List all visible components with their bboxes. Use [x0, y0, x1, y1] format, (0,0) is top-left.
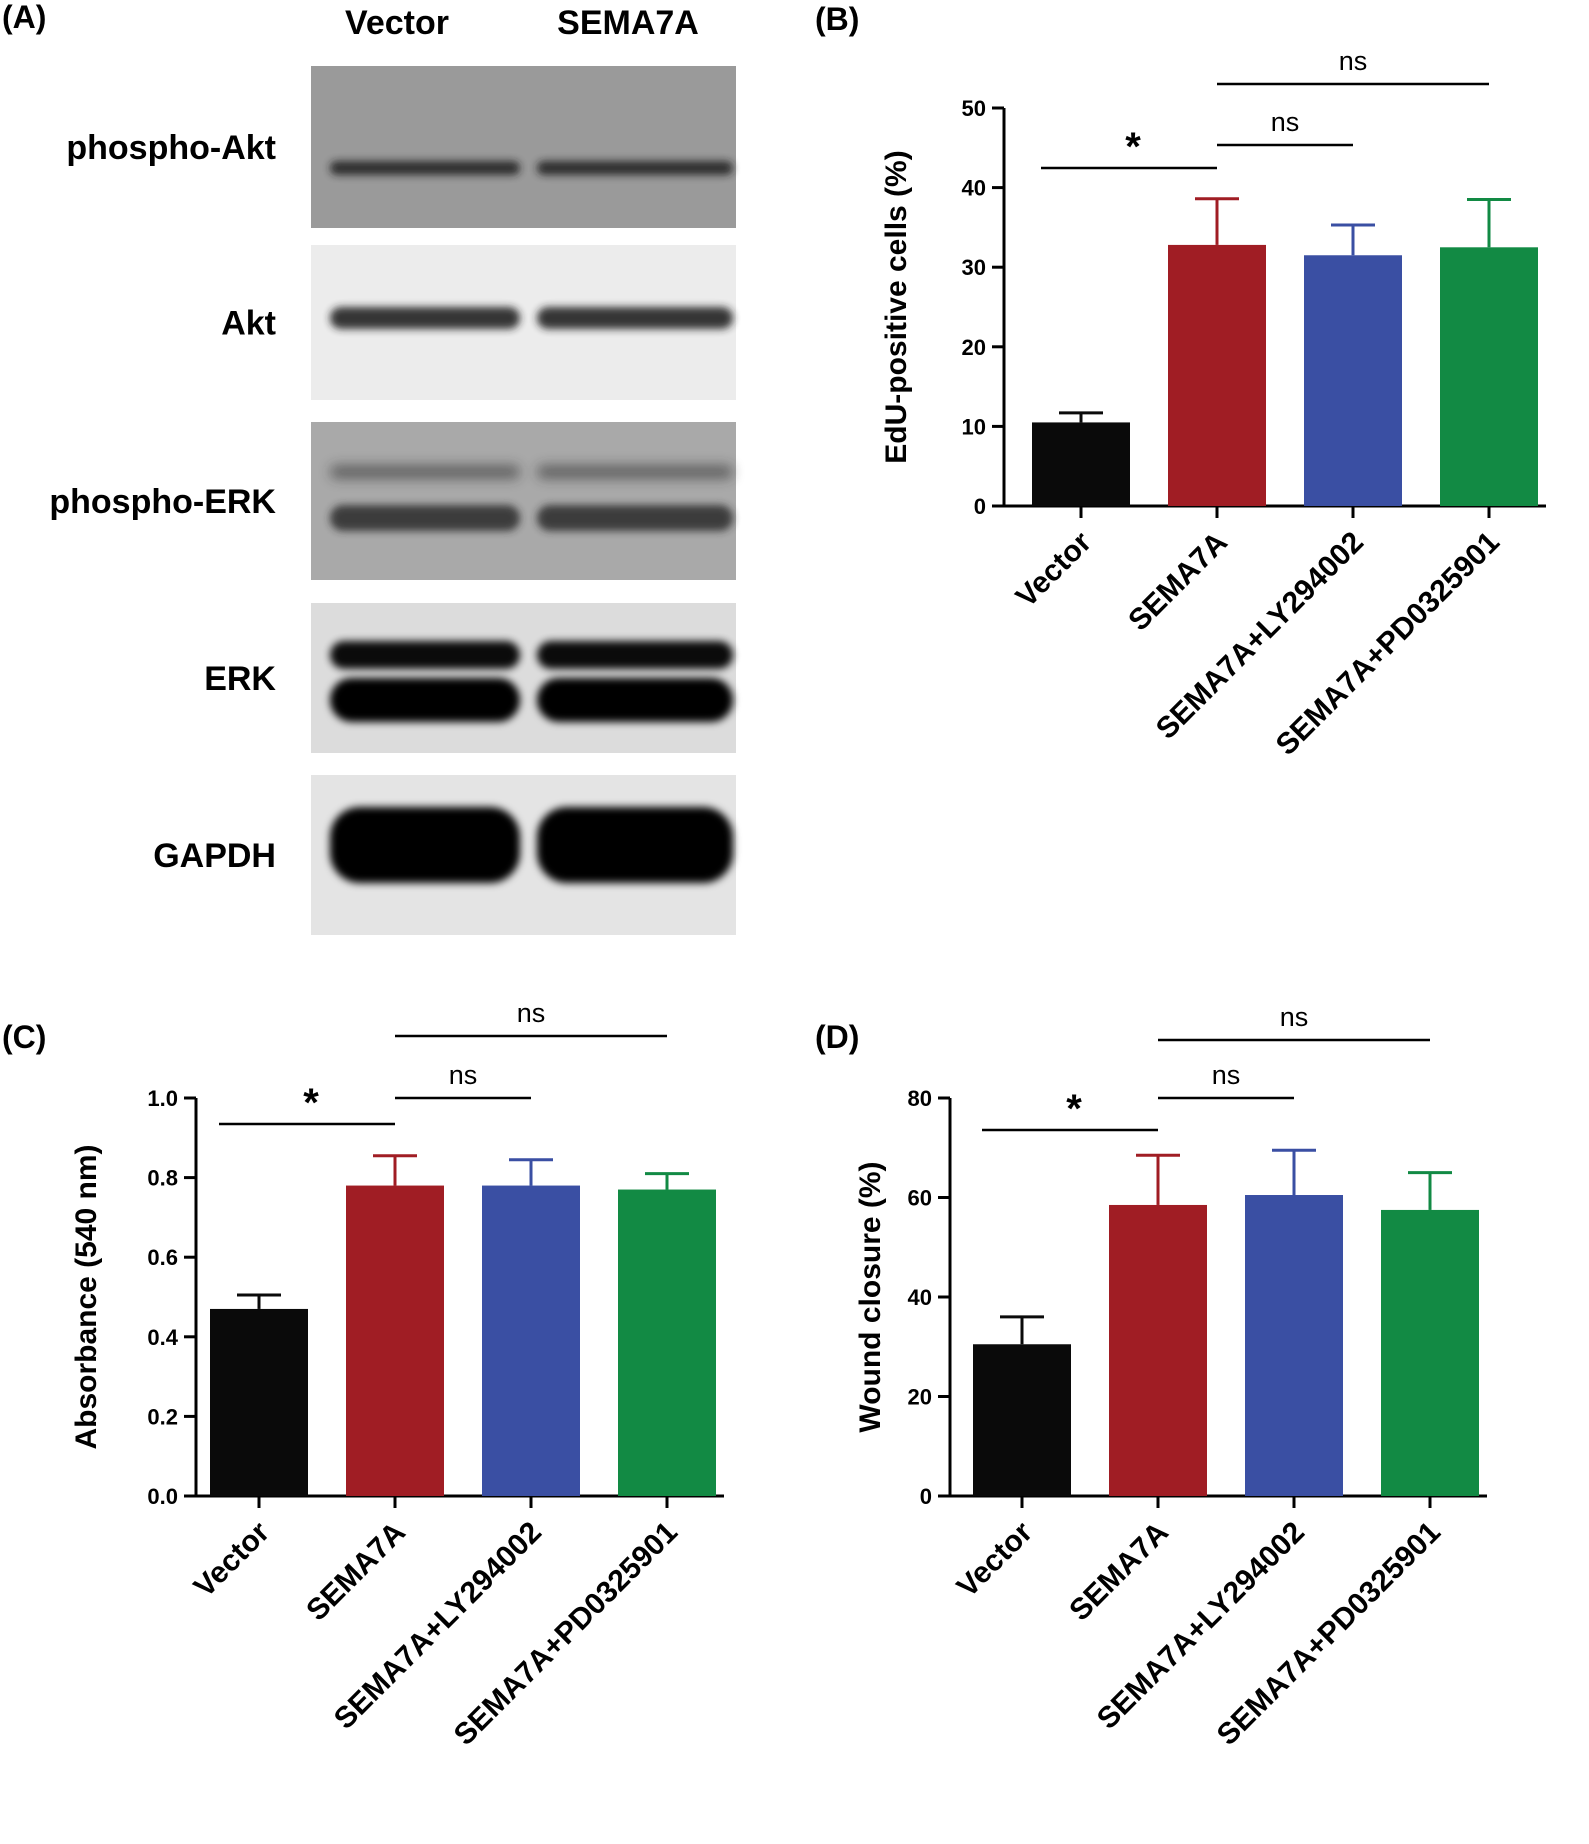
bar-ly294002 — [1245, 1195, 1343, 1496]
y-tick-label: 0.0 — [147, 1484, 178, 1509]
y-tick-label: 0.4 — [147, 1325, 178, 1350]
y-tick-label: 40 — [962, 176, 986, 201]
blot-band — [537, 641, 733, 669]
bar-sema7a — [1109, 1204, 1207, 1496]
blot-band — [330, 307, 520, 329]
significance-ns: ns — [1212, 1060, 1241, 1090]
bar-vector — [973, 1344, 1071, 1496]
y-tick-label: 40 — [908, 1285, 932, 1310]
blot-phospho-akt: phospho-Akt — [66, 66, 736, 228]
x-category-label: SEMA7A — [1063, 1516, 1175, 1628]
y-tick-label: 0 — [920, 1484, 932, 1509]
blot-strip-background — [311, 422, 736, 580]
bar-ly294002 — [482, 1185, 580, 1496]
significance-ns: ns — [1271, 107, 1300, 137]
panel-c-letter: (C) — [2, 1019, 46, 1055]
bar-pd0325901 — [1381, 1209, 1479, 1496]
blot-label: phospho-ERK — [49, 483, 276, 521]
blot-label: Akt — [221, 305, 276, 343]
blot-band — [330, 505, 520, 531]
blot-band — [330, 465, 520, 479]
y-tick-label: 60 — [908, 1186, 932, 1211]
panel-d-letter: (D) — [815, 1019, 859, 1055]
y-tick-label: 10 — [962, 414, 986, 439]
bar-vector — [210, 1308, 308, 1496]
blot-band — [330, 807, 520, 883]
panel-a-western-blot: (A) Vector SEMA7A phospho-AktAktphospho-… — [2, 0, 736, 935]
blot-label: phospho-Akt — [66, 129, 276, 167]
lane-label-sema7a: SEMA7A — [557, 4, 699, 42]
y-axis-title: EdU-positive cells (%) — [880, 150, 913, 463]
blot-band — [537, 161, 733, 175]
lane-label-vector: Vector — [345, 4, 449, 42]
y-axis-title: Absorbance (540 nm) — [70, 1144, 103, 1449]
bar-pd0325901 — [618, 1189, 716, 1496]
x-category-label: SEMA7A+PD0325901 — [448, 1516, 684, 1752]
panel-b-edu-chart: (B) 0 10 20 30 40 50 EdU-positive cells (%) Vec… — [815, 1, 1546, 762]
panel-a-letter: (A) — [2, 0, 46, 35]
blot-label: GAPDH — [153, 837, 276, 875]
x-category-label: Vector — [951, 1515, 1039, 1603]
x-category-label: SEMA7A — [1122, 526, 1234, 638]
panel-d-wound-chart: (D) 0 20 40 60 80 Wound closure (%) Vector SEMA… — [815, 1002, 1487, 1752]
y-tick-label: 0.8 — [147, 1166, 178, 1191]
y-tick-label: 80 — [908, 1086, 932, 1111]
significance-star: * — [303, 1081, 319, 1125]
blot-band — [330, 641, 520, 669]
significance-star: * — [1125, 125, 1141, 169]
blot-band — [537, 505, 733, 531]
y-tick-label: 0.2 — [147, 1404, 178, 1429]
blot-akt: Akt — [221, 245, 736, 400]
bar-pd0325901 — [1440, 247, 1538, 507]
bar-vector — [1032, 422, 1130, 506]
y-tick-label: 0 — [974, 494, 986, 519]
blot-band — [330, 161, 520, 175]
bar-sema7a — [1168, 244, 1266, 507]
significance-ns: ns — [449, 1060, 478, 1090]
blot-phospho-erk: phospho-ERK — [49, 422, 736, 580]
significance-ns: ns — [1280, 1002, 1309, 1032]
y-tick-label: 30 — [962, 255, 986, 280]
blot-strip-background — [311, 66, 736, 228]
significance-ns: ns — [1339, 46, 1368, 76]
blot-band — [537, 807, 733, 883]
bar-sema7a — [346, 1185, 444, 1496]
blot-erk: ERK — [204, 603, 736, 753]
blot-gapdh: GAPDH — [153, 775, 736, 935]
x-category-label: SEMA7A — [300, 1516, 412, 1628]
blot-band — [537, 465, 733, 479]
y-axis-title: Wound closure (%) — [854, 1161, 887, 1432]
panel-b-letter: (B) — [815, 1, 859, 37]
x-category-label: Vector — [1010, 525, 1098, 613]
significance-star: * — [1066, 1087, 1082, 1131]
x-category-label: SEMA7A+PD0325901 — [1211, 1516, 1447, 1752]
y-tick-label: 20 — [962, 335, 986, 360]
bar-ly294002 — [1304, 255, 1402, 506]
panel-c-absorbance-chart: (C) 0.0 0.2 0.4 0.6 0.8 1.0 Absorbance (540 nm… — [2, 998, 724, 1752]
blot-band — [330, 678, 520, 722]
y-tick-label: 1.0 — [147, 1086, 178, 1111]
y-tick-label: 0.6 — [147, 1245, 178, 1270]
x-category-label: Vector — [188, 1515, 276, 1603]
blot-label: ERK — [204, 660, 276, 698]
blot-band — [537, 307, 733, 329]
x-category-label: SEMA7A+PD0325901 — [1270, 526, 1506, 762]
y-tick-label: 50 — [962, 96, 986, 121]
blot-strips: phospho-Akt Akt phospho-ERK ERK GAPDH — [49, 66, 736, 935]
significance-ns: ns — [517, 998, 546, 1028]
blot-band — [537, 678, 733, 722]
y-tick-label: 20 — [908, 1385, 932, 1410]
